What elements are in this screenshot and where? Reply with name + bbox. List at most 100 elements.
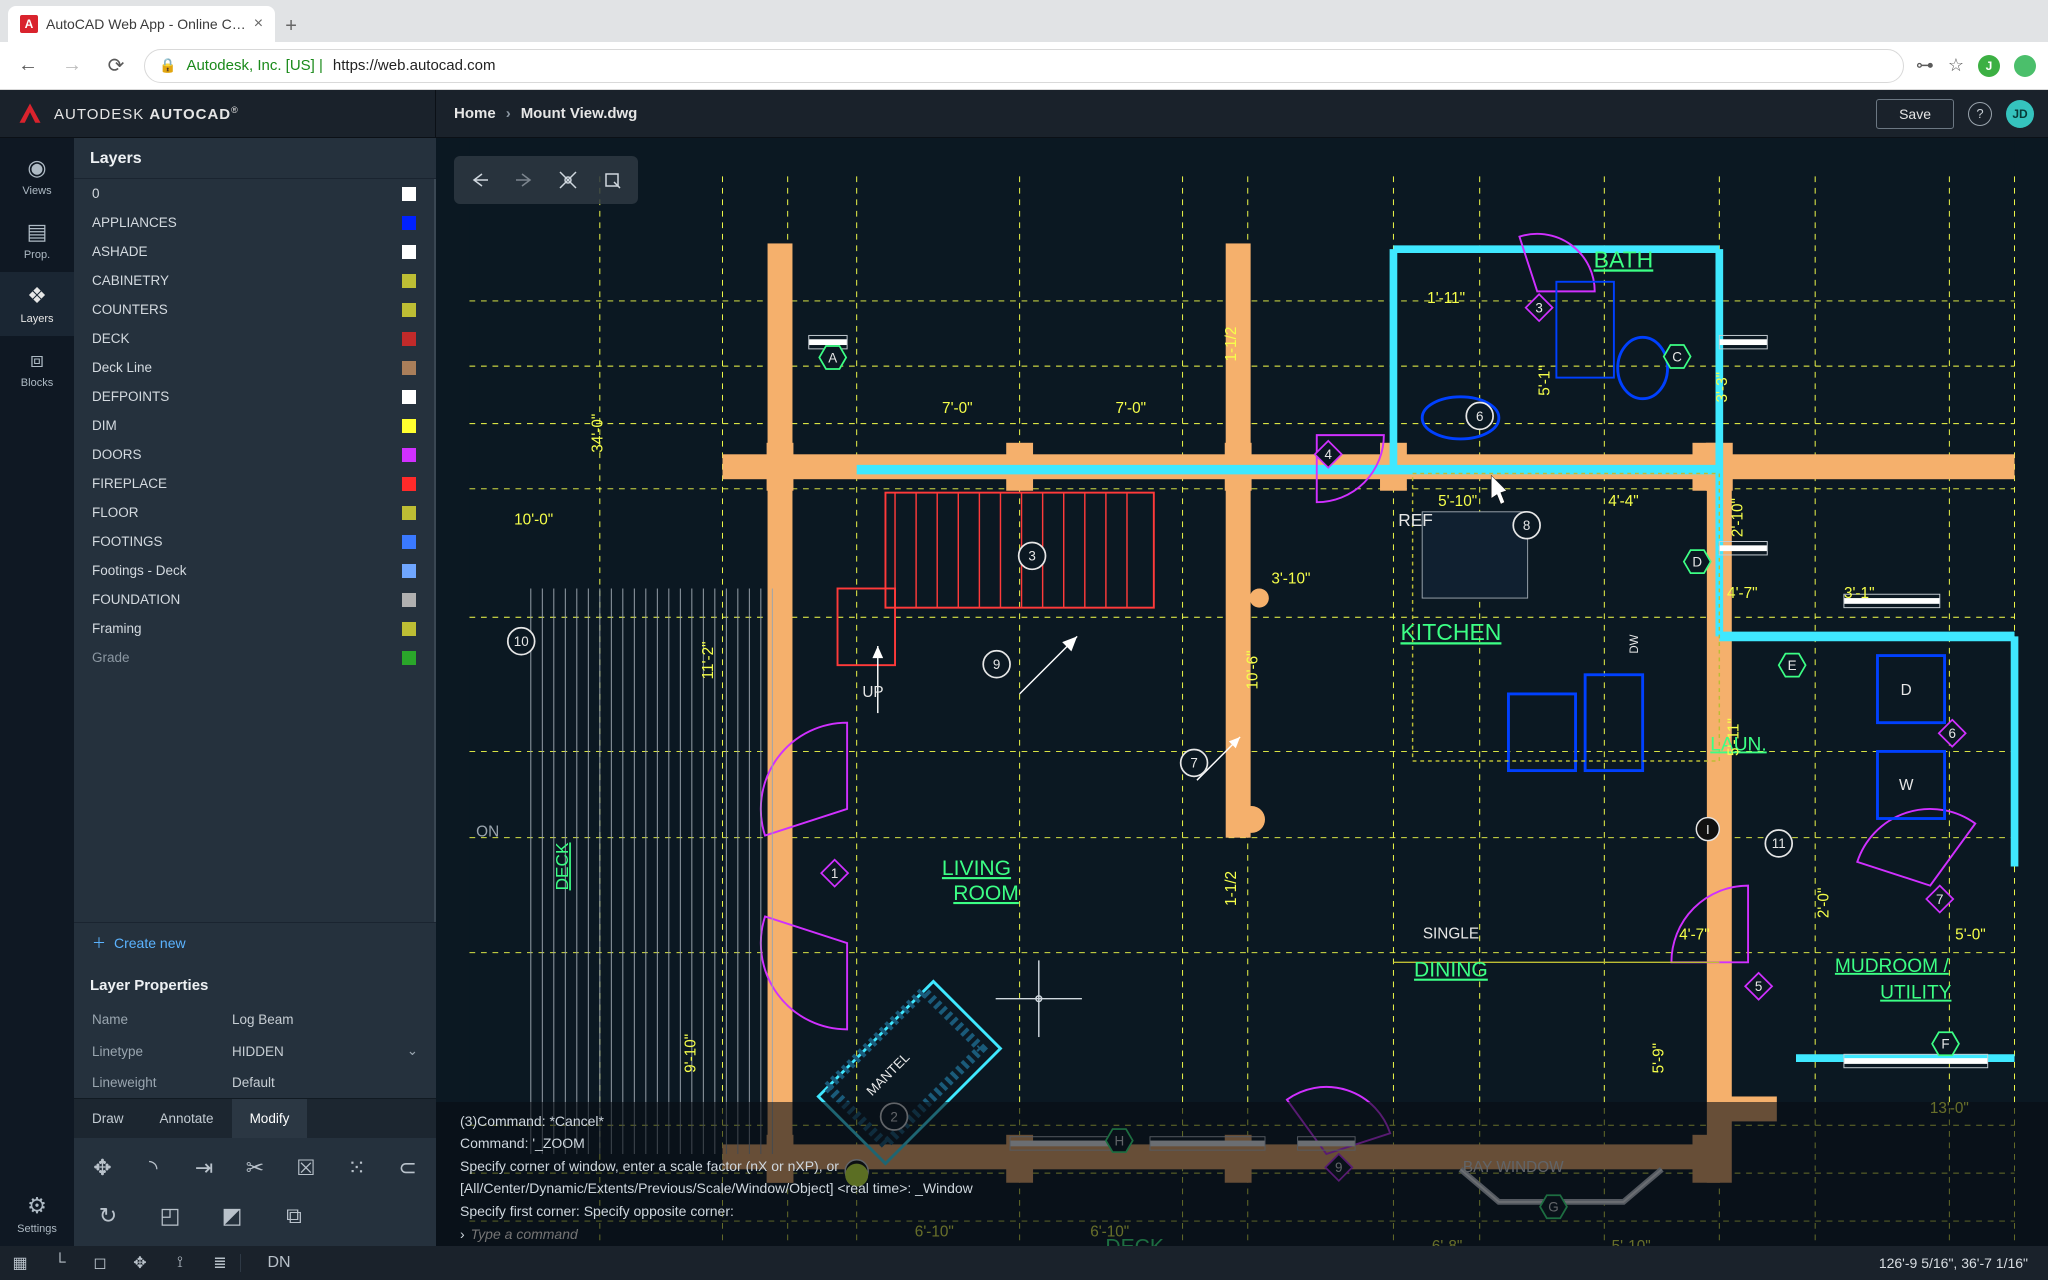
layer-row[interactable]: 0 bbox=[74, 179, 434, 208]
layer-row[interactable]: FLOOR bbox=[74, 498, 434, 527]
layer-row[interactable]: Grade bbox=[74, 643, 434, 672]
layer-row[interactable]: FOUNDATION bbox=[74, 585, 434, 614]
rail-views[interactable]: ◉ Views bbox=[0, 144, 74, 208]
move-icon[interactable]: ✥ bbox=[92, 1152, 113, 1184]
layers-sb-icon[interactable]: ≣ bbox=[200, 1253, 240, 1273]
extension-icon[interactable] bbox=[2014, 55, 2036, 77]
layer-row[interactable]: CABINETRY bbox=[74, 266, 434, 295]
array-icon[interactable]: ⁙ bbox=[346, 1152, 367, 1184]
drawing-canvas[interactable]: BATHKITCHENLAUN.MUDROOM /UTILITYDININGLI… bbox=[436, 138, 2048, 1246]
breadcrumb-home[interactable]: Home bbox=[454, 105, 496, 122]
status-coords: 126'-9 5/16", 36'-7 1/16" bbox=[1859, 1255, 2048, 1271]
svg-text:9: 9 bbox=[993, 657, 1000, 672]
layer-swatch bbox=[402, 477, 416, 491]
layer-list[interactable]: 0 APPLIANCES ASHADE CABINETRY COUNTERS DECKDe… bbox=[74, 179, 436, 922]
fillet-icon[interactable]: ◩ bbox=[216, 1200, 248, 1232]
layer-swatch bbox=[402, 564, 416, 578]
svg-text:11'-2": 11'-2" bbox=[700, 641, 717, 679]
back-button[interactable]: ← bbox=[12, 50, 44, 82]
layer-row[interactable]: DECK bbox=[74, 324, 434, 353]
extend-icon[interactable]: ⇥ bbox=[194, 1152, 215, 1184]
command-line: Specify first corner: Specify opposite c… bbox=[460, 1200, 2032, 1222]
layer-row[interactable]: DOORS bbox=[74, 440, 434, 469]
floor-plan-svg: BATHKITCHENLAUN.MUDROOM /UTILITYDININGLI… bbox=[436, 138, 2048, 1246]
svg-text:1: 1 bbox=[831, 866, 838, 881]
svg-text:5'-11": 5'-11" bbox=[1725, 718, 1742, 756]
layer-row[interactable]: Framing bbox=[74, 614, 434, 643]
star-icon[interactable]: ☆ bbox=[1948, 55, 1964, 76]
tab-draw[interactable]: Draw bbox=[74, 1099, 142, 1138]
scale-icon[interactable]: ◰ bbox=[154, 1200, 186, 1232]
dyn-icon[interactable]: ✥ bbox=[120, 1253, 160, 1273]
layer-row[interactable]: DIM bbox=[74, 411, 434, 440]
new-tab-button[interactable]: + bbox=[275, 10, 307, 42]
grid-icon[interactable]: ▦ bbox=[0, 1253, 40, 1273]
layer-name: FOUNDATION bbox=[92, 592, 180, 607]
address-bar[interactable]: 🔒 Autodesk, Inc. [US] | https://web.auto… bbox=[144, 49, 1904, 83]
svg-text:1'-11": 1'-11" bbox=[1427, 290, 1465, 307]
help-icon[interactable]: ? bbox=[1968, 102, 1992, 126]
rail-properties[interactable]: ▤ Prop. bbox=[0, 208, 74, 272]
offset-icon[interactable]: ⊂ bbox=[397, 1152, 418, 1184]
ortho-icon[interactable]: └ bbox=[40, 1254, 80, 1272]
tool-row-1: ✥ ◝ ⇥ ✂ ⮽ ⁙ ⊂ bbox=[74, 1138, 436, 1192]
redo-button[interactable] bbox=[506, 162, 542, 198]
layer-name: Footings - Deck bbox=[92, 563, 187, 578]
layer-row[interactable]: Deck Line bbox=[74, 353, 434, 382]
app-header: AUTODESK AUTOCAD® Home › Mount View.dwg … bbox=[0, 90, 2048, 138]
rail-settings[interactable]: ⚙ Settings bbox=[0, 1182, 74, 1246]
command-input-row[interactable]: › bbox=[460, 1226, 2032, 1242]
zoom-extents-button[interactable] bbox=[550, 162, 586, 198]
prop-linetype[interactable]: Linetype HIDDEN ⌄ bbox=[74, 1035, 436, 1067]
rotate-icon[interactable]: ↻ bbox=[92, 1200, 124, 1232]
layer-row[interactable]: Footings - Deck bbox=[74, 556, 434, 585]
svg-text:5'-10": 5'-10" bbox=[1438, 493, 1477, 510]
layer-swatch bbox=[402, 303, 416, 317]
explode-icon[interactable]: ⧉ bbox=[278, 1200, 310, 1232]
mirror-icon[interactable]: ⮽ bbox=[295, 1152, 316, 1184]
url-org: Autodesk, Inc. [US] | bbox=[186, 57, 322, 74]
zoom-window-button[interactable] bbox=[594, 162, 630, 198]
layer-name: ASHADE bbox=[92, 244, 148, 259]
browser-tab[interactable]: A AutoCAD Web App - Online C… × bbox=[8, 6, 275, 42]
save-button[interactable]: Save bbox=[1876, 99, 1954, 129]
rail-blocks[interactable]: ⧈ Blocks bbox=[0, 336, 74, 400]
layer-row[interactable]: FOOTINGS bbox=[74, 527, 434, 556]
create-layer-button[interactable]: ＋ Create new bbox=[74, 922, 436, 963]
close-icon[interactable]: × bbox=[254, 15, 263, 33]
profile-avatar[interactable]: J bbox=[1978, 55, 2000, 77]
layer-name: Framing bbox=[92, 621, 142, 636]
layer-row[interactable]: ASHADE bbox=[74, 237, 434, 266]
command-input[interactable] bbox=[471, 1226, 871, 1242]
svg-text:4'-7": 4'-7" bbox=[1679, 926, 1710, 943]
svg-text:ON: ON bbox=[476, 824, 499, 841]
command-line: [All/Center/Dynamic/Extents/Previous/Sca… bbox=[460, 1177, 2032, 1199]
svg-text:3'-10": 3'-10" bbox=[1271, 571, 1310, 588]
forward-button: → bbox=[56, 50, 88, 82]
svg-text:ROOM: ROOM bbox=[953, 882, 1019, 905]
user-avatar[interactable]: JD bbox=[2006, 100, 2034, 128]
layer-row[interactable]: APPLIANCES bbox=[74, 208, 434, 237]
tab-annotate[interactable]: Annotate bbox=[142, 1099, 232, 1138]
layer-name: COUNTERS bbox=[92, 302, 168, 317]
command-line: Command: '_ZOOM bbox=[460, 1132, 2032, 1154]
units-icon[interactable]: ⟟ bbox=[160, 1254, 200, 1272]
layer-row[interactable]: DEFPOINTS bbox=[74, 382, 434, 411]
chevron-right-icon: › bbox=[506, 105, 511, 122]
tab-modify[interactable]: Modify bbox=[232, 1099, 308, 1138]
trim-icon[interactable]: ✂ bbox=[245, 1152, 266, 1184]
key-icon[interactable]: ⊶ bbox=[1916, 55, 1934, 76]
osnap-icon[interactable]: ◻ bbox=[80, 1253, 120, 1273]
undo-button[interactable] bbox=[462, 162, 498, 198]
layer-name: DIM bbox=[92, 418, 117, 433]
layer-row[interactable]: COUNTERS bbox=[74, 295, 434, 324]
reload-button[interactable]: ⟳ bbox=[100, 50, 132, 82]
layer-row[interactable]: FIREPLACE bbox=[74, 469, 434, 498]
svg-text:7: 7 bbox=[1936, 892, 1943, 907]
prop-name: Name Log Beam bbox=[74, 1004, 436, 1035]
layer-swatch bbox=[402, 245, 416, 259]
arc-icon[interactable]: ◝ bbox=[143, 1152, 164, 1184]
svg-text:4: 4 bbox=[1325, 447, 1333, 462]
rail-layers[interactable]: ❖ Layers bbox=[0, 272, 74, 336]
layer-name: APPLIANCES bbox=[92, 215, 177, 230]
